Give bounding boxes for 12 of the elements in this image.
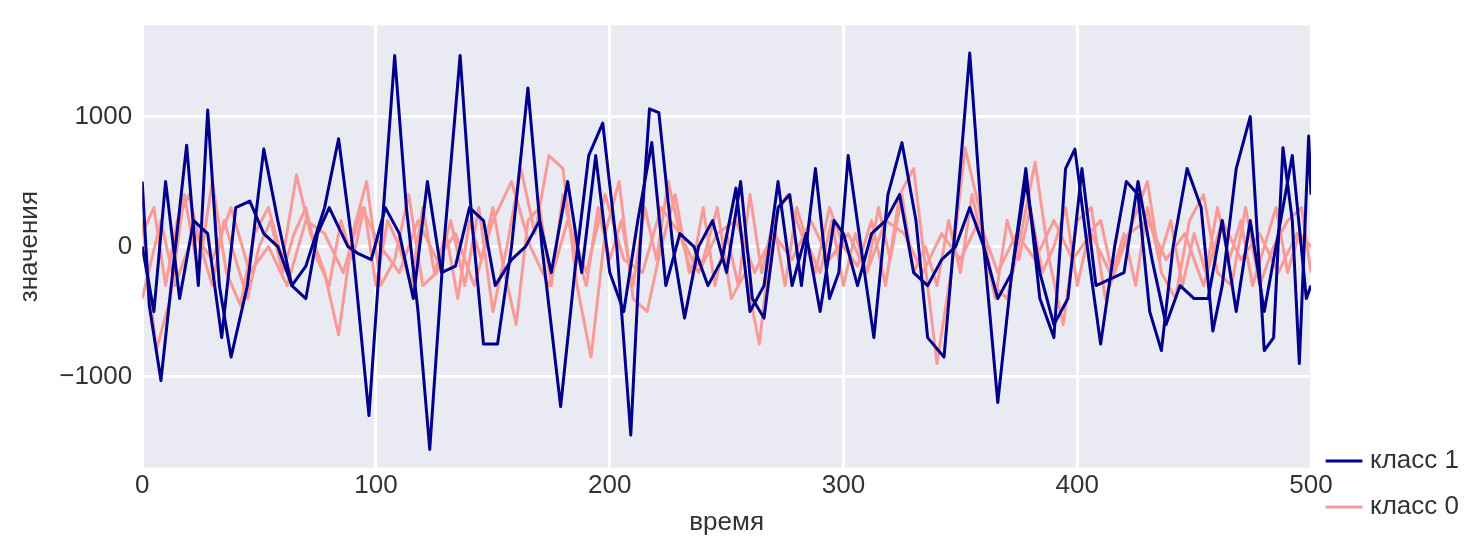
x-tick-label: 300 — [821, 469, 866, 500]
x-tick-label: 100 — [354, 469, 398, 500]
legend-label: класс 1 — [1370, 444, 1459, 475]
x-tick-label: 400 — [1055, 469, 1099, 500]
y-tick-label: −1000 — [59, 359, 133, 390]
x-tick-label: 500 — [1289, 469, 1333, 500]
y-tick-label: 0 — [117, 229, 133, 260]
x-tick-label: 200 — [588, 469, 632, 500]
x-axis-title: время — [689, 505, 764, 536]
y-tick-label: 1000 — [74, 99, 133, 130]
legend-label: класс 0 — [1370, 490, 1459, 521]
y-axis-title: значения — [12, 191, 43, 303]
